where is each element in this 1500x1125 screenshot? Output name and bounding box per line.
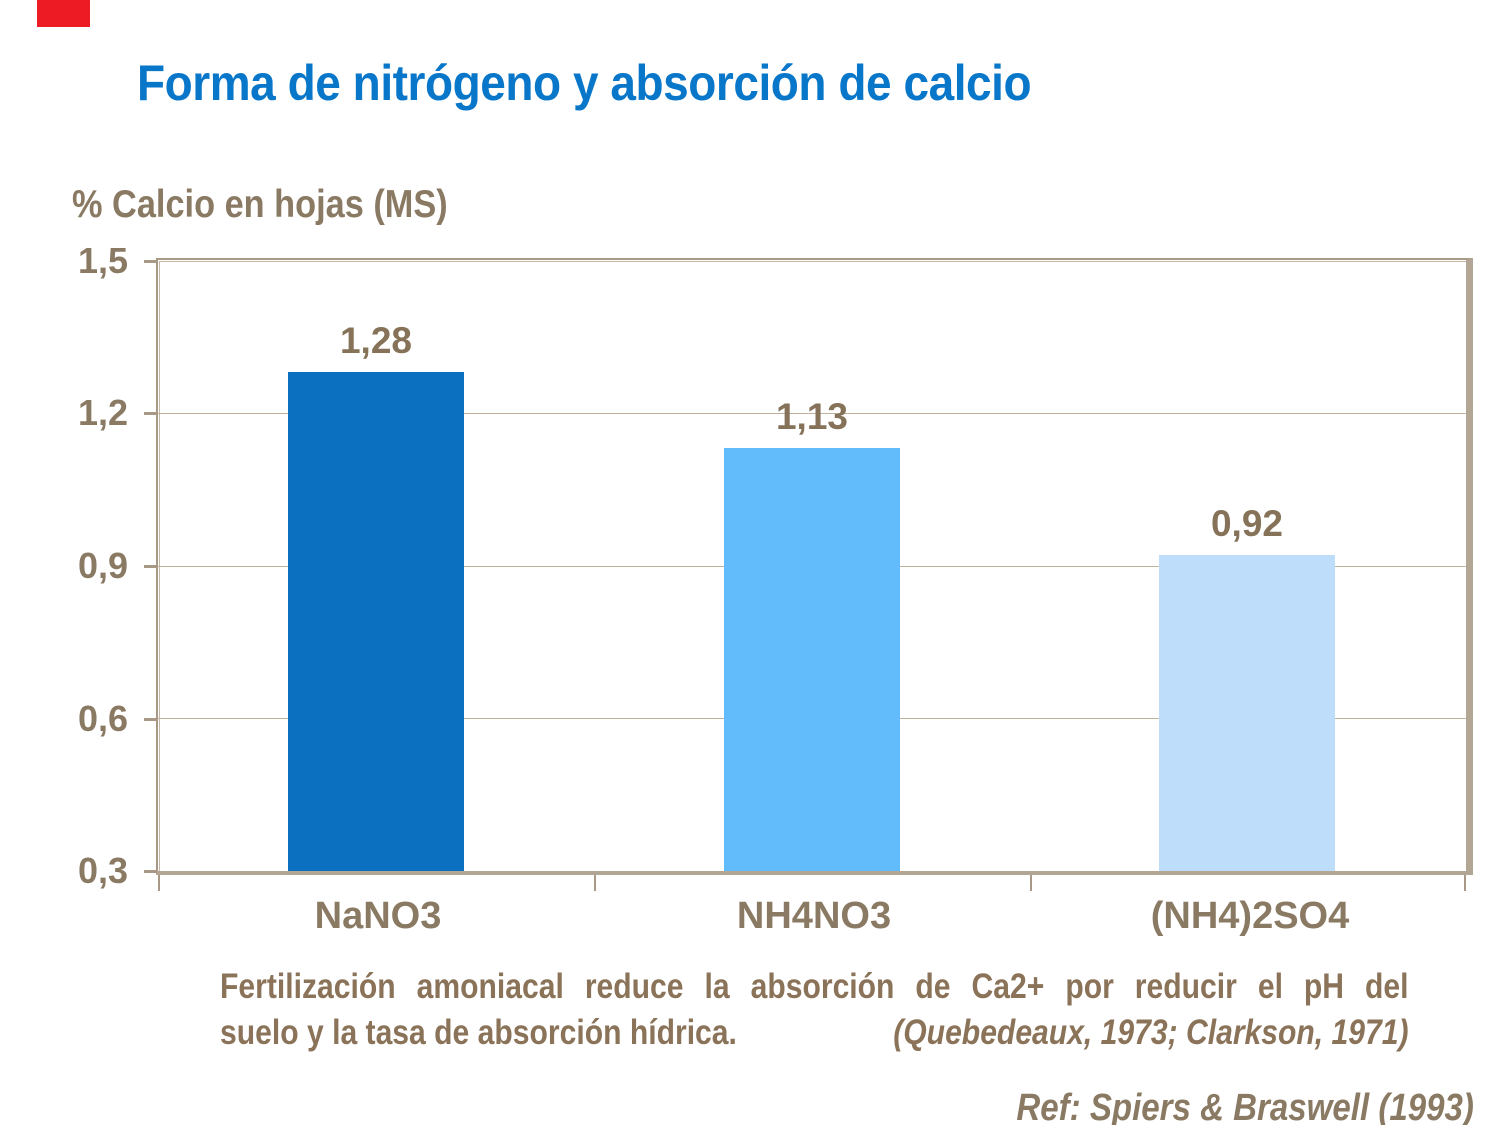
x-tick-mark <box>1464 875 1466 891</box>
category-label-nh4no3: NH4NO3 <box>736 895 892 937</box>
y-tick-mark <box>144 260 157 263</box>
reference-note: Ref: Spiers & Braswell (1993) <box>1016 1087 1474 1125</box>
plot-area: 1,28 1,13 0,92 <box>156 258 1473 875</box>
bar-value-label: 1,13 <box>775 396 848 437</box>
bar-value-label: 1,28 <box>339 320 412 361</box>
footer-note: Fertilización amoniacal reduce la absorc… <box>220 966 1409 1054</box>
bar-nh42so4 <box>1159 555 1335 871</box>
bar-group-nh4no3: 1,13 <box>724 396 900 871</box>
y-tick-mark <box>144 565 157 568</box>
red-marker <box>37 0 90 27</box>
bar-nano3 <box>288 372 464 871</box>
bar-nh4no3 <box>724 448 900 871</box>
y-tick-label: 0,6 <box>77 698 128 739</box>
bar-group-nano3: 1,28 <box>288 320 464 871</box>
footer-note-line2: suelo y la tasa de absorción hídrica. <box>220 1013 737 1052</box>
plot-inner: 1,28 1,13 0,92 <box>158 260 1466 871</box>
y-tick-label: 0,9 <box>77 545 128 586</box>
footer-citation: (Quebedeaux, 1973; Clarkson, 1971) <box>893 1013 1409 1052</box>
x-tick-mark <box>1030 875 1032 891</box>
bar-value-label: 0,92 <box>1210 503 1283 544</box>
bar-group-nh42so4: 0,92 <box>1159 503 1335 871</box>
x-tick-mark <box>158 875 160 891</box>
gridline <box>158 412 1466 414</box>
footer-note-line1: Fertilización amoniacal reduce la absorc… <box>220 967 1409 1006</box>
y-tick-mark <box>144 718 157 721</box>
category-label-nh42so4: (NH4)2SO4 <box>1150 895 1350 937</box>
x-tick-mark <box>594 875 596 891</box>
y-tick-mark <box>144 412 157 415</box>
category-label-nano3: NaNO3 <box>314 895 442 937</box>
y-tick-label: 1,5 <box>77 240 128 281</box>
page-title: Forma de nitrógeno y absorción de calcio <box>137 55 1032 111</box>
y-axis-title: % Calcio en hojas (MS) <box>72 183 448 226</box>
y-tick-label: 1,2 <box>77 392 128 433</box>
y-tick-label: 0,3 <box>77 850 128 891</box>
y-tick-mark <box>144 870 157 873</box>
